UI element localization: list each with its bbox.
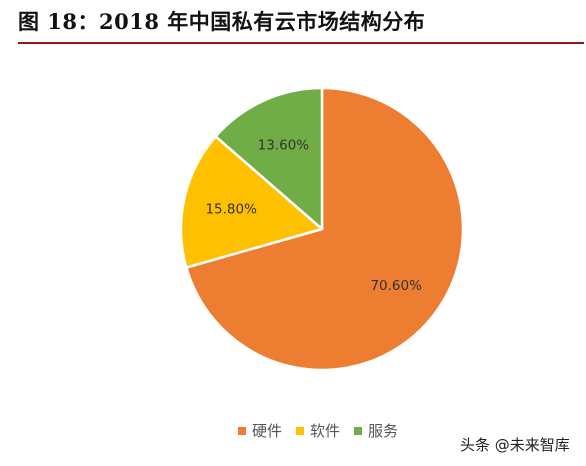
legend-item-hardware: 硬件 <box>238 420 282 441</box>
slice-label-hardware: 70.60% <box>370 278 422 294</box>
legend-swatch-service <box>354 426 363 435</box>
pie-slice-service <box>214 86 324 231</box>
legend-label-service: 服务 <box>368 422 399 440</box>
slice-label-service: 13.60% <box>258 137 310 153</box>
legend-swatch-software <box>296 426 305 435</box>
legend-swatch-hardware <box>238 426 246 435</box>
title-rule <box>18 42 584 44</box>
pie-slice-software <box>179 135 324 269</box>
watermark: 头条 @未来智库 <box>460 436 570 454</box>
figure-title: 图 18：2018 年中国私有云市场结构分布 <box>18 9 426 34</box>
pie-labels: 70.60% 15.80% 13.60% <box>205 137 422 294</box>
legend-item-software: 软件 <box>296 420 340 441</box>
pie-slices <box>179 86 465 372</box>
legend-item-service: 服务 <box>354 420 398 441</box>
chart-legend: 硬件 软件 服务 <box>238 420 398 441</box>
legend-label-hardware: 硬件 <box>252 422 283 440</box>
legend-label-software: 软件 <box>310 422 341 440</box>
pie-slice-hardware <box>185 86 465 372</box>
slice-label-software: 15.80% <box>205 202 257 218</box>
